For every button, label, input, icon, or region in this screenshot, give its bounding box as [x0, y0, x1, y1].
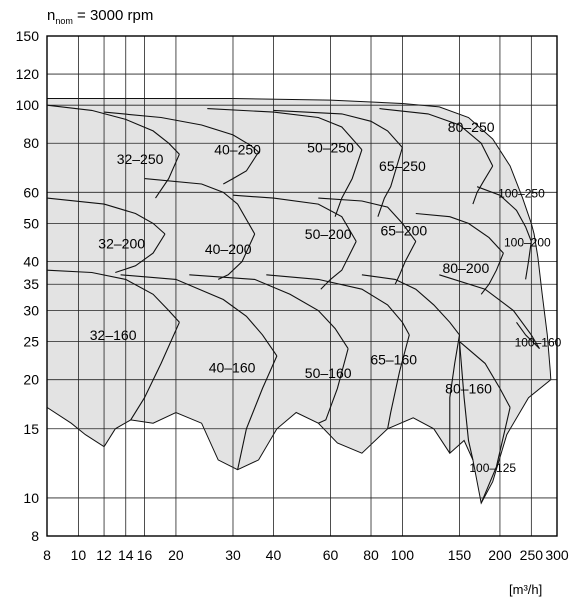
y-tick-label: 50: [23, 215, 39, 231]
pump-label: 80–200: [443, 260, 490, 276]
pump-label: 32–200: [98, 235, 145, 251]
title-main: n: [47, 7, 55, 24]
x-tick-label: 250: [520, 547, 544, 563]
x-tick-label: 200: [488, 547, 512, 563]
x-tick-label: 8: [43, 547, 51, 563]
y-tick-label: 150: [16, 28, 40, 44]
pump-label: 50–160: [305, 365, 352, 381]
y-tick-label: 10: [23, 490, 39, 506]
y-tick-label: 30: [23, 303, 39, 319]
svg-text:nnom = 3000 rpm: nnom = 3000 rpm: [47, 7, 153, 26]
x-tick-label: 16: [137, 547, 153, 563]
x-tick-label: 100: [391, 547, 415, 563]
y-tick-label: 60: [23, 184, 39, 200]
pump-label: 100–125: [469, 461, 516, 475]
y-tick-label: 25: [23, 334, 39, 350]
x-tick-label: 80: [363, 547, 379, 563]
x-tick-label: 14: [118, 547, 134, 563]
y-tick-label: 120: [16, 66, 40, 82]
chart-title: nnom = 3000 rpm: [47, 7, 153, 26]
title-rest: = 3000 rpm: [73, 7, 153, 24]
pump-label: 32–250: [117, 151, 164, 167]
pump-label: 80–160: [445, 380, 492, 396]
y-tick-label: 20: [23, 372, 39, 388]
pump-label: 100–200: [504, 235, 551, 249]
y-tick-label: 15: [23, 421, 39, 437]
y-tick-label: 8: [31, 528, 39, 544]
x-tick-label: 150: [448, 547, 472, 563]
x-tick-label: 300: [545, 547, 569, 563]
x-tick-label: 40: [266, 547, 282, 563]
pump-label: 100–160: [515, 336, 562, 350]
x-tick-label: 60: [323, 547, 339, 563]
pump-label: 65–200: [380, 222, 427, 238]
pump-label: 50–200: [305, 226, 352, 242]
pump-label: 40–200: [205, 241, 252, 257]
pump-label: 80–250: [448, 119, 495, 135]
x-tick-label: 30: [225, 547, 241, 563]
x-unit-label: [m³/h]: [509, 582, 542, 597]
pump-label: 32–160: [90, 327, 137, 343]
x-tick-label: 20: [168, 547, 184, 563]
x-tick-label: 10: [71, 547, 87, 563]
y-tick-label: 100: [16, 97, 40, 113]
pump-label: 40–250: [214, 142, 261, 158]
x-tick-label: 12: [96, 547, 112, 563]
title-sub: nom: [55, 16, 73, 26]
y-tick-label: 80: [23, 135, 39, 151]
pump-label: 65–160: [370, 352, 417, 368]
pump-label: 100–250: [498, 186, 545, 200]
pump-label: 50–250: [307, 140, 354, 156]
pump-label: 40–160: [209, 359, 256, 375]
y-tick-label: 35: [23, 276, 39, 292]
pump-label: 65–250: [379, 158, 426, 174]
y-tick-label: 40: [23, 253, 39, 269]
